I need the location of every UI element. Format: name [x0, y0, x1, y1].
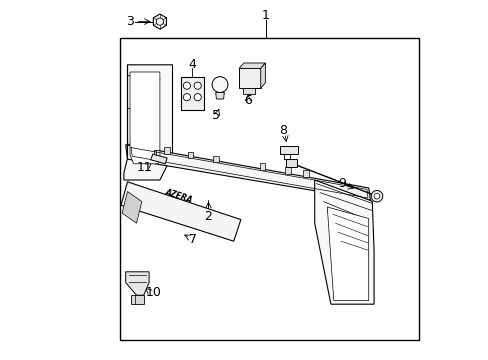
- Polygon shape: [212, 156, 218, 162]
- Text: 2: 2: [204, 210, 212, 222]
- Polygon shape: [239, 68, 260, 88]
- Polygon shape: [153, 14, 166, 29]
- Polygon shape: [180, 77, 203, 110]
- Text: 5: 5: [212, 109, 220, 122]
- Circle shape: [373, 193, 379, 199]
- Circle shape: [183, 82, 190, 89]
- Polygon shape: [151, 154, 167, 164]
- Polygon shape: [125, 272, 149, 295]
- Polygon shape: [239, 63, 265, 68]
- Circle shape: [370, 190, 382, 202]
- Polygon shape: [279, 146, 297, 154]
- Text: 8: 8: [279, 124, 287, 137]
- Polygon shape: [122, 192, 142, 223]
- Polygon shape: [125, 145, 370, 200]
- Text: 6: 6: [244, 94, 251, 107]
- Polygon shape: [284, 167, 290, 174]
- Text: 10: 10: [145, 286, 162, 299]
- Polygon shape: [123, 65, 172, 180]
- Text: 11: 11: [136, 161, 152, 174]
- Circle shape: [194, 82, 201, 89]
- Circle shape: [194, 94, 201, 101]
- Polygon shape: [130, 72, 160, 164]
- Polygon shape: [260, 63, 265, 88]
- Polygon shape: [285, 159, 296, 167]
- Polygon shape: [131, 295, 143, 304]
- Circle shape: [156, 18, 163, 25]
- Polygon shape: [314, 180, 373, 304]
- Text: 4: 4: [188, 58, 196, 71]
- Text: AZERA: AZERA: [164, 188, 193, 205]
- Bar: [120, 38, 418, 340]
- Text: 3: 3: [126, 15, 134, 28]
- Polygon shape: [259, 163, 265, 170]
- Polygon shape: [326, 207, 368, 301]
- Circle shape: [212, 77, 227, 93]
- Circle shape: [183, 94, 190, 101]
- Polygon shape: [302, 170, 308, 177]
- Text: 1: 1: [262, 9, 269, 22]
- Polygon shape: [242, 88, 255, 94]
- Polygon shape: [164, 147, 170, 154]
- Polygon shape: [187, 152, 193, 158]
- Polygon shape: [215, 93, 224, 99]
- Polygon shape: [121, 182, 241, 241]
- Text: 7: 7: [189, 233, 197, 246]
- Text: 9: 9: [337, 177, 345, 190]
